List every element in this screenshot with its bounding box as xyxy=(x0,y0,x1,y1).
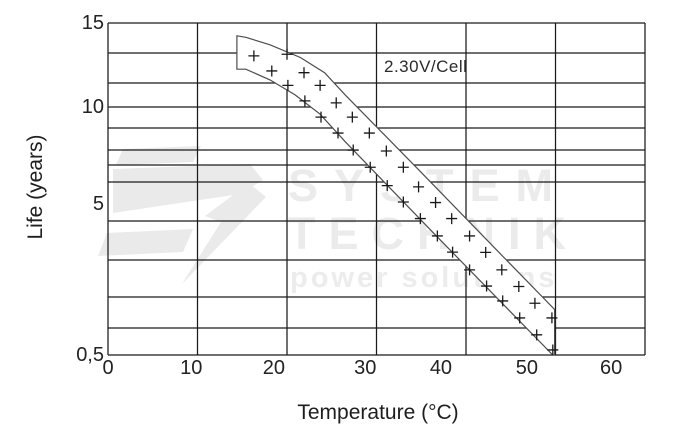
x-tick-label: 50 xyxy=(515,357,538,379)
plus-marker xyxy=(513,281,525,293)
x-tick-label: 0 xyxy=(102,357,114,379)
x-tick-label: 30 xyxy=(354,357,377,379)
plus-marker xyxy=(397,161,409,173)
plus-marker xyxy=(281,48,293,60)
plus-marker xyxy=(546,312,558,324)
plus-marker xyxy=(531,329,543,341)
plus-marker xyxy=(330,97,342,109)
plus-markers xyxy=(248,48,559,356)
x-tick-label: 10 xyxy=(180,357,203,379)
plus-marker xyxy=(363,127,375,139)
plus-marker xyxy=(480,246,492,258)
plus-marker xyxy=(413,181,425,193)
plus-marker xyxy=(266,65,278,77)
plus-marker xyxy=(314,79,326,91)
plus-marker xyxy=(481,280,493,292)
plus-marker xyxy=(299,95,311,107)
flash-icon xyxy=(98,146,266,284)
life-band-region xyxy=(236,35,556,356)
y-tick-label: 10 xyxy=(81,95,104,118)
plus-marker xyxy=(298,67,310,79)
plus-marker xyxy=(547,344,559,356)
plus-marker xyxy=(496,264,508,276)
plus-marker xyxy=(397,196,409,208)
plus-marker xyxy=(464,264,476,276)
life-band xyxy=(236,35,556,356)
plus-marker xyxy=(380,145,392,157)
y-tick-label: 15 xyxy=(81,12,104,34)
plus-marker xyxy=(346,111,358,123)
y-tick-label: 0,5 xyxy=(76,344,104,366)
x-tick-label: 40 xyxy=(429,357,453,379)
plus-marker xyxy=(381,180,393,192)
x-tick-label: 60 xyxy=(600,357,623,379)
grid-lines xyxy=(107,22,646,356)
plus-marker xyxy=(282,79,294,91)
plus-marker xyxy=(430,197,442,209)
plus-marker xyxy=(315,111,327,123)
plus-marker xyxy=(514,312,526,324)
plus-marker xyxy=(497,295,509,307)
band-annotation: 2.30V/Cell xyxy=(384,57,468,76)
plus-marker xyxy=(447,246,459,258)
y-tick-label: 5 xyxy=(92,192,104,215)
plus-marker xyxy=(446,213,458,225)
plus-marker xyxy=(529,297,541,309)
plus-marker xyxy=(414,213,426,225)
plus-marker xyxy=(431,230,443,242)
x-tick-label: 20 xyxy=(262,357,286,379)
plus-marker xyxy=(248,50,260,62)
plus-marker xyxy=(347,144,359,156)
plus-marker xyxy=(464,230,476,242)
plus-marker xyxy=(364,161,376,173)
x-axis-title: Temperature (°C) xyxy=(297,401,459,424)
plus-marker xyxy=(332,127,344,139)
y-axis-title: Life (years) xyxy=(24,134,47,240)
